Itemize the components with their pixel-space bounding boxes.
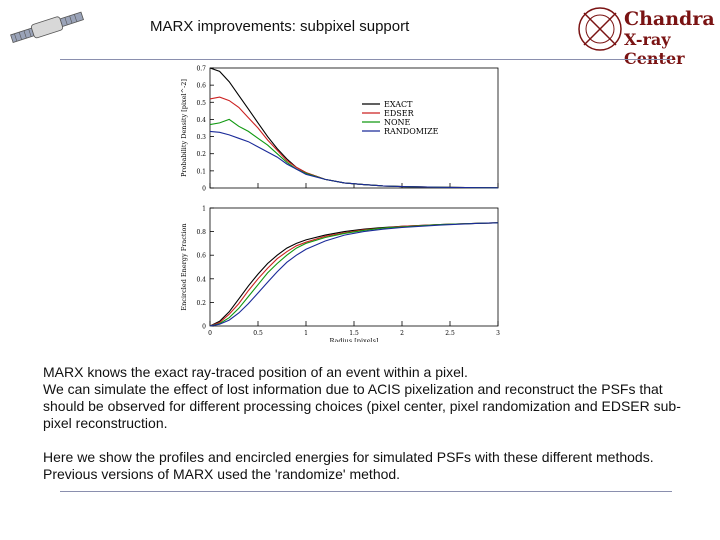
bottom-xtick-label: 0.5: [253, 330, 263, 337]
top-ytick-label: 0.2: [196, 151, 206, 158]
logo-text-xray-center: X-ray Center: [624, 30, 685, 68]
bottom-xlabel: Radius [pixels]: [330, 337, 379, 342]
top-series-randomize: [209, 130, 499, 189]
chandra-emblem-icon: [578, 7, 622, 51]
bottom-ytick-label: 0.4: [196, 276, 206, 283]
legend-label-none: NONE: [384, 118, 411, 127]
bottom-series-exact: [209, 222, 499, 327]
top-ytick-label: 0.7: [196, 66, 206, 73]
bottom-ytick-label: 0.6: [196, 253, 206, 260]
bottom-ytick-label: 0: [202, 324, 206, 331]
top-ytick-label: 0.5: [196, 100, 206, 107]
bottom-plot-frame: [209, 207, 499, 327]
legend-box: [358, 98, 458, 140]
psf-charts-svg: 0 0.1 0.2 0.3 0.4 0.5 0.6 0.7 Probability Densit…: [180, 66, 500, 343]
bottom-xtick-label: 3: [496, 330, 500, 337]
top-ylabel: Probability Density [pixel^-2]: [180, 79, 188, 177]
body-paragraph-1-text: MARX knows the exact ray-traced position…: [43, 364, 681, 431]
chandra-satellite-logo: [8, 6, 88, 48]
bottom-series-randomize: [209, 222, 499, 327]
bottom-divider: [60, 491, 672, 492]
psf-chart-figure: 0 0.1 0.2 0.3 0.4 0.5 0.6 0.7 Probability Densit…: [176, 62, 516, 343]
slide-title: MARX improvements: subpixel support: [150, 18, 410, 35]
bottom-series-edser: [209, 222, 499, 327]
bottom-xtick-label: 2: [400, 330, 404, 337]
bottom-ylabel: Encircled Energy Fraction: [180, 223, 188, 310]
body-paragraph-1: MARX knows the exact ray-traced position…: [43, 364, 683, 432]
bottom-xtick-label: 1: [304, 330, 308, 337]
body-text: MARX knows the exact ray-traced position…: [43, 364, 683, 483]
top-ytick-label: 0.1: [196, 168, 206, 175]
logo-text-chandra: Chandra: [624, 8, 715, 30]
top-ytick-label: 0: [202, 186, 206, 193]
bottom-ytick-label: 0.8: [196, 229, 206, 236]
chandra-xray-center-logo: Chandra X-ray Center: [574, 4, 720, 68]
body-paragraph-2: Here we show the profiles and encircled …: [43, 449, 683, 483]
body-paragraph-2-text: Here we show the profiles and encircled …: [43, 449, 654, 482]
bottom-xtick-label: 0: [208, 330, 212, 337]
bottom-ytick-label: 1: [202, 206, 206, 213]
top-ytick-label: 0.6: [196, 83, 206, 90]
top-ytick-label: 0.4: [196, 117, 206, 124]
top-divider: [60, 59, 672, 60]
legend-label-exact: EXACT: [384, 100, 413, 109]
bottom-xtick-label: 1.5: [349, 330, 359, 337]
legend-label-edser: EDSER: [384, 109, 415, 118]
bottom-series-none: [209, 222, 499, 327]
legend-label-randomize: RANDOMIZE: [384, 127, 439, 136]
top-ytick-label: 0.3: [196, 134, 206, 141]
bottom-ytick-label: 0.2: [196, 300, 206, 307]
bottom-xtick-label: 2.5: [445, 330, 455, 337]
